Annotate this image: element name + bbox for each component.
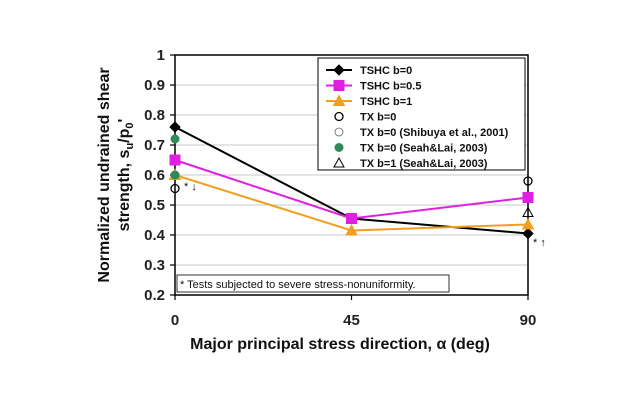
series-6-point-0 [522,206,534,217]
series-6 [522,206,534,217]
y-title-main: strength, s [116,149,133,231]
legend-items: TSHC b=0 TSHC b=0.5 TSHC b=1 TX b=0 TX b=0 (… [326,64,509,170]
y-axis-title: Normalized undrained shear strength, su/… [96,67,136,282]
series-2 [168,168,535,236]
series-5-point-1 [170,170,180,180]
legend-marker-1 [333,80,345,91]
y-axis-ticks: 0.2 0.3 0.4 0.5 0.6 0.7 0.8 0.9 1 [144,47,175,304]
legend-label-4: TX b=0 (Shibuya et al., 2001) [360,127,509,139]
footnote-box [176,274,450,293]
y-tick-label-2: 0.4 [144,227,166,244]
y-tick-label-0: 0.2 [144,287,165,304]
y-tick-label-1: 0.3 [144,257,165,274]
series-1-point-0 [169,154,181,166]
series-3-point-0 [170,183,180,194]
footnote-text: * Tests subjected to severe stress-nonun… [180,279,416,291]
y-tick-label-7: 0.9 [144,77,165,94]
y-tick-label-4: 0.6 [144,167,165,184]
legend-marker-4 [334,127,344,137]
legend-label-0: TSHC b=0 [360,65,412,77]
footnote: * Tests subjected to severe stress-nonun… [176,274,450,293]
y-title-mid: /p [116,128,133,142]
y-tick-label-5: 0.7 [144,137,165,154]
x-tick-label-1: 45 [343,312,360,329]
y-axis-title-line1: Normalized undrained shear [96,67,113,282]
y-axis-title-line2: strength, su/p0' [116,119,136,232]
legend-label-3: TX b=0 [360,112,396,124]
legend-label-2: TSHC b=1 [360,96,412,108]
legend-label-5: TX b=0 (Seah&Lai, 2003) [360,143,488,155]
series-0-point-2 [522,227,534,240]
legend-marker-3 [334,111,344,122]
legend-label-6: TX b=1 (Seah&Lai, 2003) [360,158,488,170]
x-axis-title: Major principal stress direction, α (deg… [190,336,490,353]
legend-box [317,57,526,171]
legend-marker-5 [334,143,344,152]
x-tick-label-0: 0 [171,312,179,329]
series-1-point-1 [346,213,357,224]
series-5 [170,134,180,180]
y-title-sub-0: 0 [124,122,136,128]
annotation-down: * ↓ [184,181,197,193]
legend-marker-6 [333,156,345,168]
y-tick-label-3: 0.5 [144,197,165,214]
y-tick-label-6: 0.8 [144,107,165,124]
series-5-point-0 [170,134,180,144]
series-2-point-1 [345,223,358,236]
y-title-sub-u: u [124,143,136,150]
legend: TSHC b=0 TSHC b=0.5 TSHC b=1 TX b=0 TX b=0 (… [317,57,526,171]
legend-marker-0 [333,64,345,76]
y-tick-label-8: 1 [157,47,165,64]
legend-label-1: TSHC b=0.5 [360,81,421,93]
series-3-point-1 [523,176,533,186]
series-layer [168,121,535,240]
series-2-point-2 [521,217,535,230]
series-0-point-0 [169,121,181,133]
legend-marker-2 [332,94,346,106]
series-3 [170,176,533,194]
y-title-end: ' [116,119,133,123]
series-1 [169,154,534,224]
series-1-point-2 [522,192,534,203]
x-axis-ticks: 0 45 90 [171,295,537,329]
x-tick-label-2: 90 [520,312,537,329]
annotation-up: * ↑ [533,237,546,249]
